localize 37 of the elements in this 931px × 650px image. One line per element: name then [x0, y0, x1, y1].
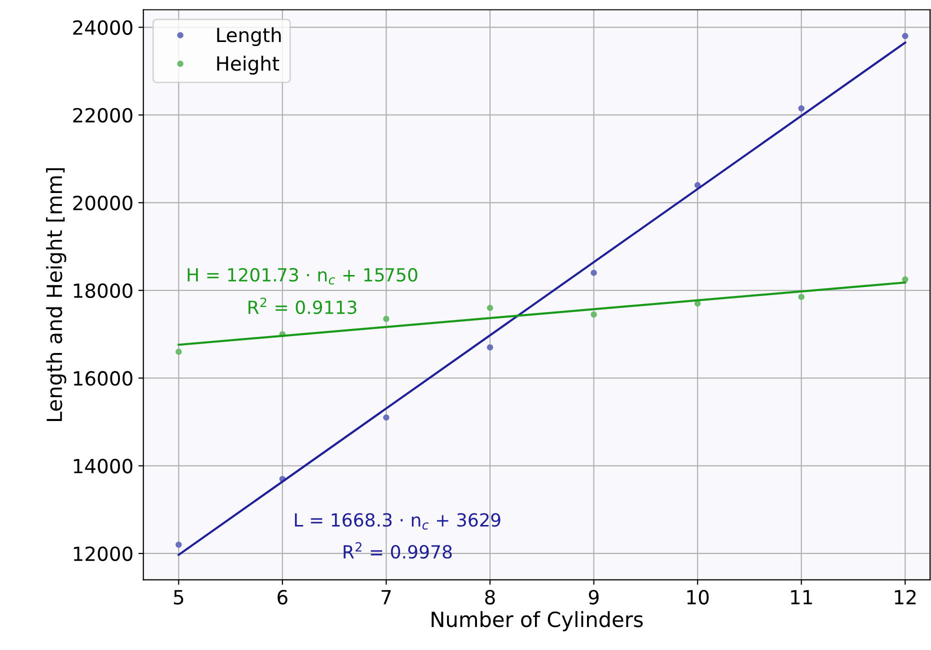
point: [590, 311, 597, 318]
point: [176, 348, 182, 355]
point: [798, 294, 804, 300]
annotation: L = 1668.3 · n$_{c}$ + 3629: [294, 513, 500, 530]
point: [486, 344, 494, 351]
point: [694, 300, 701, 307]
x-tick-label: 11: [791, 590, 812, 604]
x-tick-label: 12: [894, 590, 916, 604]
y-tick-label: 22000: [73, 108, 132, 123]
x-tick-label: 8: [485, 590, 495, 605]
y-tick-label: 12000: [74, 546, 132, 562]
legend-label: Height: [217, 56, 280, 75]
point: [590, 270, 597, 276]
legend-label: Length: [217, 27, 281, 46]
point: [383, 414, 390, 421]
y-tick-label: 24000: [73, 20, 132, 35]
point: [902, 32, 908, 40]
annotation: H = 1201.73 · n$_{c}$ + 15750: [188, 268, 418, 285]
annotation: R$^{2}$ = 0.9978: [344, 542, 452, 559]
point: [694, 182, 701, 188]
x-tick-label: 5: [174, 590, 184, 605]
point: [798, 105, 804, 112]
x-tick-label: 9: [588, 590, 599, 605]
x-tick-label: 7: [382, 590, 391, 604]
x-tick-label: 6: [278, 590, 288, 605]
y-tick-label: 20000: [73, 196, 132, 210]
point: [176, 542, 182, 548]
x-axis-title: Number of Cylinders: [432, 611, 643, 632]
point: [902, 276, 908, 283]
x-tick-label: 10: [687, 590, 709, 605]
y-axis-title: Length and Height [mm]: [46, 168, 66, 422]
point: [383, 316, 390, 322]
y-tick-label: 14000: [74, 458, 132, 474]
point: [486, 304, 494, 312]
annotation: R$^{2}$ = 0.9113: [248, 298, 356, 314]
y-tick-label: 16000: [74, 371, 132, 386]
y-tick-label: 18000: [74, 283, 132, 298]
